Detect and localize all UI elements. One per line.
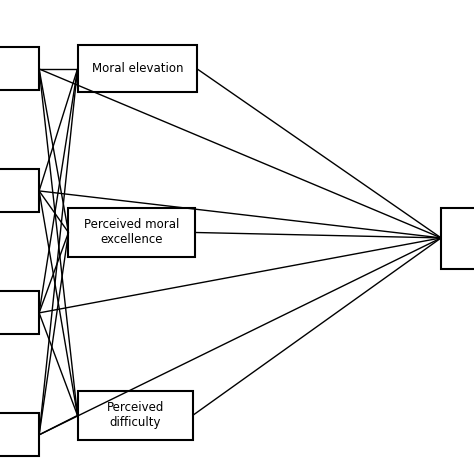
Bar — [441, 208, 474, 269]
Bar — [68, 208, 195, 257]
Bar — [78, 45, 197, 92]
Text: Moral elevation: Moral elevation — [91, 62, 183, 75]
Bar — [0, 413, 39, 456]
Text: Perceived moral
excellence: Perceived moral excellence — [84, 219, 179, 246]
Bar — [0, 47, 39, 90]
Bar — [0, 169, 39, 212]
Bar — [78, 391, 193, 440]
Text: Perceived
difficulty: Perceived difficulty — [107, 401, 164, 429]
Bar — [0, 291, 39, 334]
